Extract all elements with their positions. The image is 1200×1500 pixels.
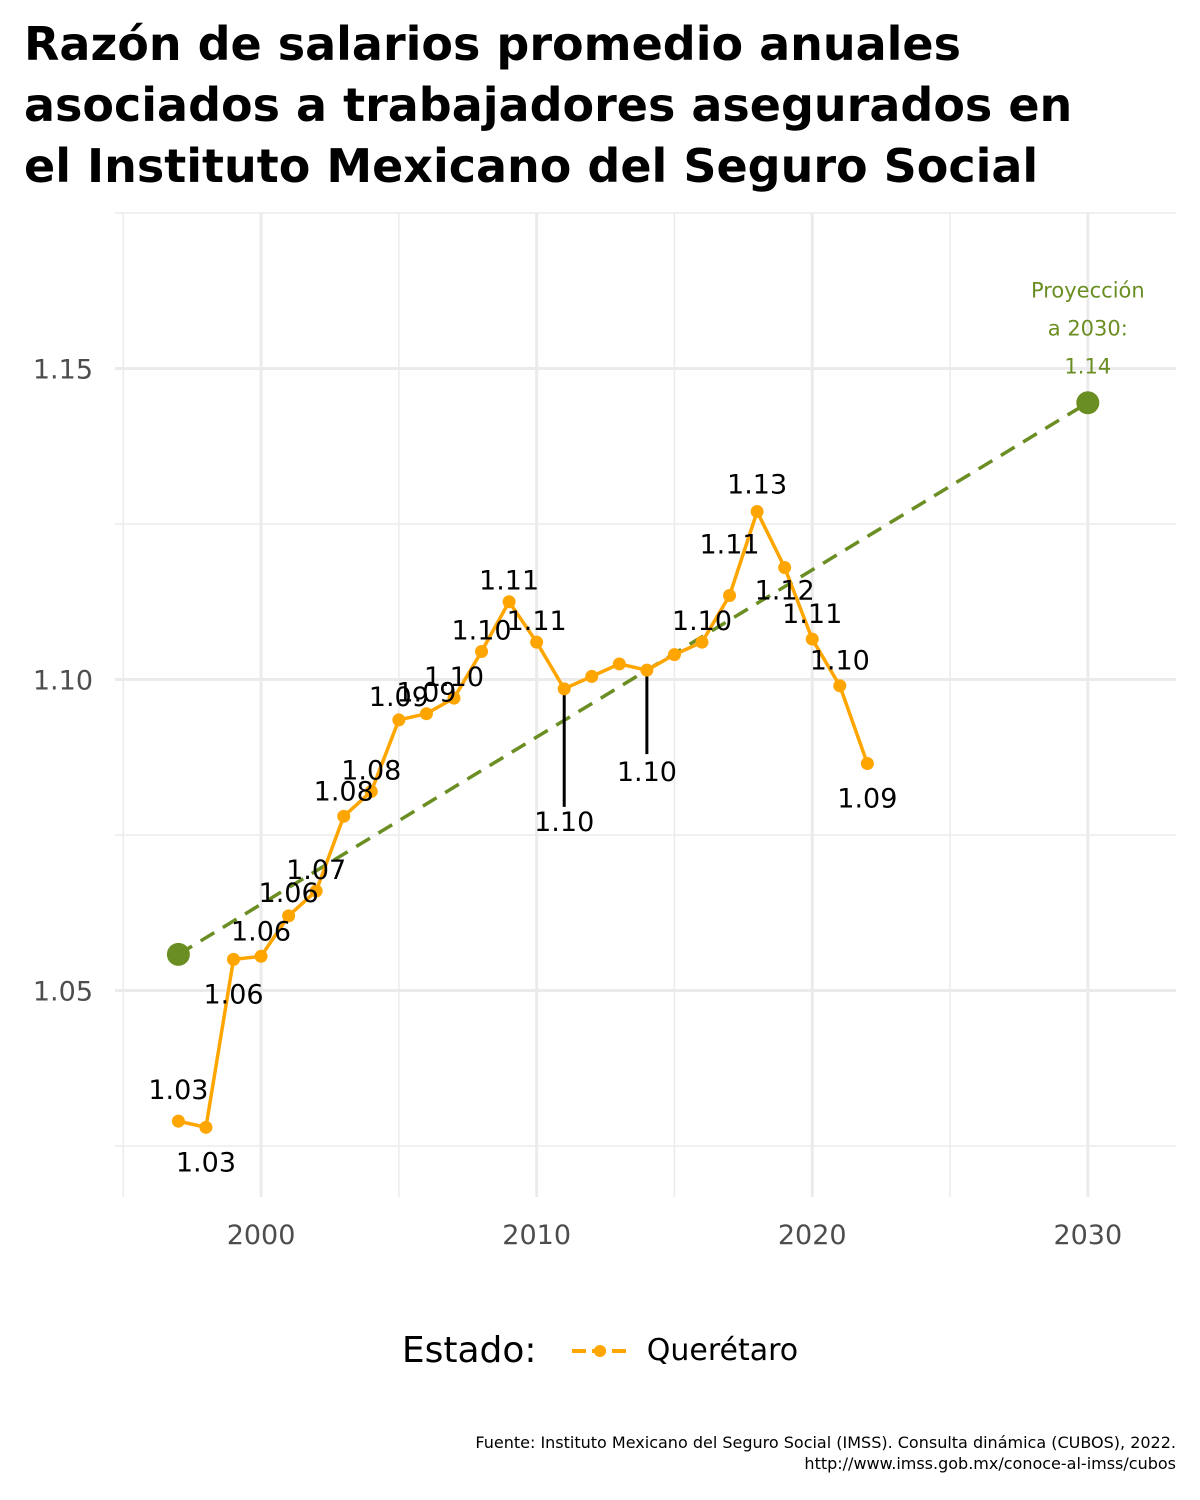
data-label: 1.11 <box>699 530 759 561</box>
data-point <box>695 635 709 649</box>
data-point <box>585 669 599 683</box>
data-point <box>419 707 433 721</box>
title-line-2: asociados a trabajadores asegurados en <box>24 78 1073 132</box>
data-point <box>750 505 764 519</box>
chart-title: Razón de salarios promedio anuales asoci… <box>24 14 1184 197</box>
data-point <box>282 909 296 923</box>
title-line-3: el Instituto Mexicano del Seguro Social <box>24 139 1039 193</box>
data-label: 1.10 <box>534 807 594 838</box>
data-point <box>860 756 874 770</box>
data-label: 1.10 <box>810 646 870 677</box>
data-point <box>475 645 489 659</box>
projection-annotation-line: 1.14 <box>1064 355 1111 379</box>
data-label: 1.09 <box>369 682 429 713</box>
data-label: 1.09 <box>837 783 897 814</box>
data-label: 1.03 <box>176 1147 236 1178</box>
data-point <box>530 635 544 649</box>
data-label: 1.10 <box>451 616 511 647</box>
legend: Estado: Querétaro <box>0 1330 1200 1371</box>
data-point <box>667 648 681 662</box>
source-note: Fuente: Instituto Mexicano del Seguro So… <box>475 1432 1176 1474</box>
projection-annotation-line: Proyección <box>1031 279 1145 303</box>
trend-line <box>177 401 1089 956</box>
data-label: 1.07 <box>286 855 346 886</box>
data-point <box>723 589 737 603</box>
data-point <box>778 561 792 575</box>
x-tick-label: 2030 <box>1053 1220 1122 1251</box>
data-label: 1.06 <box>231 916 291 947</box>
x-tick-label: 2010 <box>502 1220 571 1251</box>
data-point <box>640 663 654 677</box>
title-line-1: Razón de salarios promedio anuales <box>24 17 962 71</box>
x-tick-label: 2000 <box>227 1220 296 1251</box>
trend-start-point <box>166 942 190 966</box>
legend-title: Estado: <box>401 1330 537 1371</box>
data-point <box>447 691 461 705</box>
data-point <box>254 949 268 963</box>
data-point <box>171 1114 185 1128</box>
data-label: 1.08 <box>314 776 374 807</box>
data-label: 1.06 <box>259 878 319 909</box>
legend-key-queretaro-icon <box>571 1344 628 1357</box>
data-label: 1.10 <box>617 757 677 788</box>
data-label: 1.08 <box>341 755 401 786</box>
y-tick-label: 1.15 <box>33 354 93 385</box>
source-line-1: Fuente: Instituto Mexicano del Seguro So… <box>475 1433 1176 1452</box>
x-tick-label: 2020 <box>778 1220 847 1251</box>
line-chart: 2000 2010 2020 2030 1.05 1.10 1.15 1.03 1.03 1.06… <box>33 212 1176 1251</box>
data-label: 1.12 <box>755 576 815 607</box>
data-point <box>337 809 351 823</box>
y-tick-label: 1.05 <box>33 976 93 1007</box>
data-label: 1.13 <box>727 470 787 501</box>
data-label: 1.11 <box>507 606 567 637</box>
data-point <box>364 784 378 798</box>
data-point <box>557 682 571 696</box>
source-line-2: http://www.imss.gob.mx/conoce-al-imss/cu… <box>804 1454 1176 1473</box>
data-point <box>227 952 241 966</box>
data-label: 1.09 <box>396 678 456 709</box>
data-point <box>833 679 847 693</box>
data-label: 1.03 <box>148 1075 208 1106</box>
legend-item-queretaro: Querétaro <box>646 1333 799 1368</box>
y-tick-label: 1.10 <box>33 665 93 696</box>
trend-end-point <box>1076 391 1100 415</box>
projection-annotation-line: a 2030: <box>1048 317 1128 341</box>
data-point <box>805 632 819 646</box>
data-label: 1.11 <box>479 566 539 597</box>
data-label: 1.11 <box>782 599 842 630</box>
data-point <box>309 884 323 898</box>
data-label: 1.10 <box>424 662 484 693</box>
data-point <box>502 595 516 609</box>
data-label: 1.06 <box>203 979 263 1010</box>
data-point <box>199 1120 213 1134</box>
data-point <box>392 713 406 727</box>
data-label: 1.10 <box>672 606 732 637</box>
data-point <box>612 657 626 671</box>
